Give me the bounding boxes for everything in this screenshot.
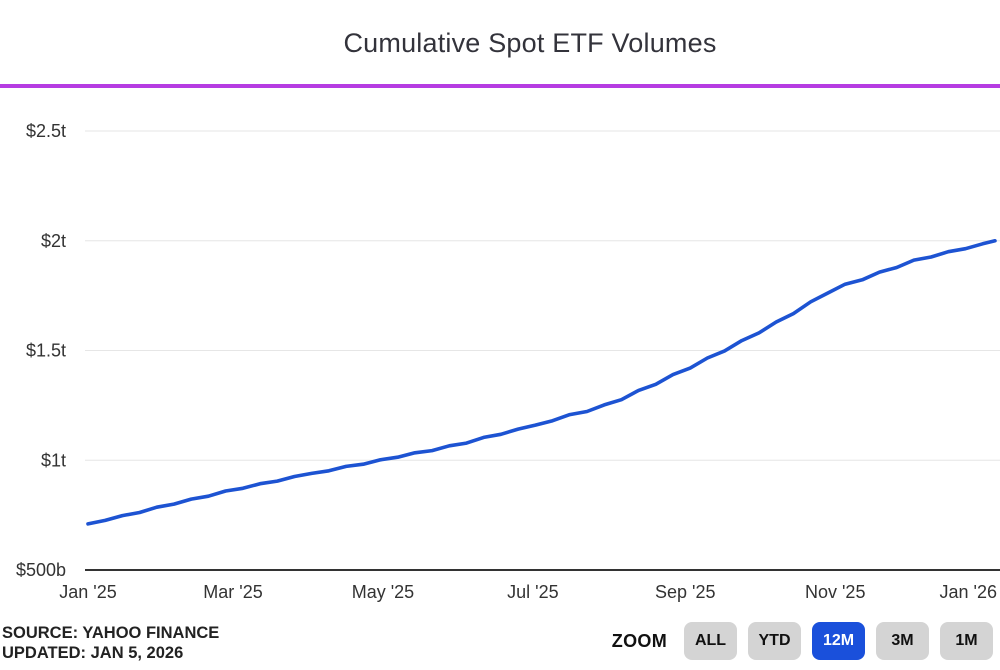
accent-rule	[0, 84, 1000, 88]
y-axis-label: $1.5t	[26, 341, 66, 361]
y-axis-label: $2t	[41, 231, 66, 251]
updated-line: UPDATED: JAN 5, 2026	[2, 644, 184, 662]
x-axis-label: May '25	[352, 582, 414, 602]
zoom-button-all[interactable]: ALL	[684, 622, 737, 660]
x-axis-label: Jan '26	[940, 582, 997, 602]
x-axis-label: Nov '25	[805, 582, 865, 602]
zoom-button-ytd[interactable]: YTD	[748, 622, 801, 660]
zoom-button-12m[interactable]: 12M	[812, 622, 865, 660]
zoom-label: ZOOM	[611, 630, 667, 651]
y-axis-label: $500b	[16, 560, 66, 580]
etf-volume-line	[86, 239, 997, 526]
x-axis-label: Jul '25	[507, 582, 558, 602]
zoom-controls: ZOOM ALL YTD 12M 3M 1M	[612, 622, 993, 660]
source-line: SOURCE: YAHOO FINANCE	[2, 624, 220, 642]
x-axis-label: Jan '25	[59, 582, 116, 602]
source-attribution: SOURCE: YAHOO FINANCE UPDATED: JAN 5, 20…	[2, 623, 219, 663]
y-axis-label: $2.5t	[26, 121, 66, 141]
chart-title: Cumulative Spot ETF Volumes	[343, 28, 717, 58]
y-axis-label: $1t	[41, 450, 66, 470]
zoom-button-3m[interactable]: 3M	[876, 622, 929, 660]
x-axis-label: Mar '25	[203, 582, 262, 602]
zoom-button-1m[interactable]: 1M	[940, 622, 993, 660]
x-axis-label: Sep '25	[655, 582, 716, 602]
